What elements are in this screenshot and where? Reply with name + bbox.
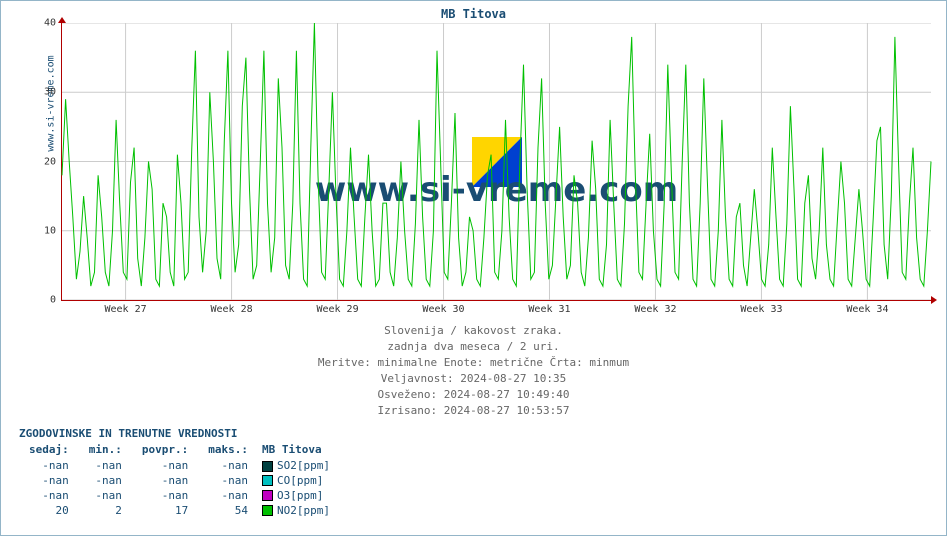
legend-cell: -nan — [19, 459, 79, 474]
legend-cell: -nan — [132, 474, 198, 489]
legend-cell: -nan — [79, 459, 132, 474]
legend-series-header: MB Titova — [258, 443, 340, 459]
legend-row: -nan-nan-nan-nanSO2[ppm] — [19, 459, 340, 474]
legend-column-header: povpr.: — [132, 443, 198, 459]
caption-line: Slovenija / kakovost zraka. — [1, 323, 946, 339]
x-tick-label: Week 28 — [210, 300, 252, 315]
x-tick-label: Week 33 — [740, 300, 782, 315]
legend-cell: -nan — [132, 489, 198, 504]
legend-series-label: CO[ppm] — [258, 474, 340, 489]
legend-block: ZGODOVINSKE IN TRENUTNE VREDNOSTI sedaj:… — [19, 427, 340, 518]
y-tick-label: 40 — [44, 18, 62, 29]
x-tick-label: Week 34 — [846, 300, 888, 315]
color-swatch-icon — [262, 490, 273, 501]
legend-series-label: NO2[ppm] — [258, 504, 340, 519]
x-tick-label: Week 32 — [634, 300, 676, 315]
x-axis-arrow-icon — [931, 296, 937, 304]
legend-row: -nan-nan-nan-nanO3[ppm] — [19, 489, 340, 504]
legend-cell: -nan — [198, 489, 258, 504]
legend-row: 2021754NO2[ppm] — [19, 504, 340, 519]
x-tick-label: Week 27 — [105, 300, 147, 315]
legend-cell: -nan — [79, 474, 132, 489]
legend-cell: -nan — [132, 459, 198, 474]
legend-column-header: min.: — [79, 443, 132, 459]
color-swatch-icon — [262, 505, 273, 516]
legend-cell: -nan — [79, 489, 132, 504]
y-tick-label: 20 — [44, 156, 62, 167]
y-tick-label: 10 — [44, 225, 62, 236]
legend-cell: 17 — [132, 504, 198, 519]
plot-area: www.si-vreme.com 010203040 Week 27Week 2… — [61, 23, 931, 301]
legend-row: -nan-nan-nan-nanCO[ppm] — [19, 474, 340, 489]
caption-block: Slovenija / kakovost zraka. zadnja dva m… — [1, 323, 946, 419]
data-svg — [62, 23, 931, 300]
chart-title: MB Titova — [1, 7, 946, 21]
legend-cell: -nan — [198, 474, 258, 489]
caption-line: zadnja dva meseca / 2 uri. — [1, 339, 946, 355]
x-tick-label: Week 29 — [316, 300, 358, 315]
legend-cell: -nan — [198, 459, 258, 474]
y-tick-label: 0 — [50, 295, 62, 306]
x-tick-label: Week 31 — [528, 300, 570, 315]
chart-frame: www.si-vreme.com MB Titova www.si-vreme.… — [0, 0, 947, 536]
legend-series-label: SO2[ppm] — [258, 459, 340, 474]
x-tick-label: Week 30 — [422, 300, 464, 315]
caption-line: Veljavnost: 2024-08-27 10:35 — [1, 371, 946, 387]
legend-cell: 20 — [19, 504, 79, 519]
legend-table: sedaj:min.:povpr.:maks.:MB Titova -nan-n… — [19, 443, 340, 518]
y-axis-source-label: www.si-vreme.com — [46, 55, 57, 151]
legend-column-header: maks.: — [198, 443, 258, 459]
y-tick-label: 30 — [44, 87, 62, 98]
color-swatch-icon — [262, 475, 273, 486]
caption-line: Izrisano: 2024-08-27 10:53:57 — [1, 403, 946, 419]
caption-line: Osveženo: 2024-08-27 10:49:40 — [1, 387, 946, 403]
caption-line: Meritve: minimalne Enote: metrične Črta:… — [1, 355, 946, 371]
color-swatch-icon — [262, 461, 273, 472]
legend-cell: 54 — [198, 504, 258, 519]
legend-column-header: sedaj: — [19, 443, 79, 459]
legend-cell: 2 — [79, 504, 132, 519]
legend-header: ZGODOVINSKE IN TRENUTNE VREDNOSTI — [19, 427, 340, 443]
legend-series-label: O3[ppm] — [258, 489, 340, 504]
legend-cell: -nan — [19, 474, 79, 489]
legend-cell: -nan — [19, 489, 79, 504]
